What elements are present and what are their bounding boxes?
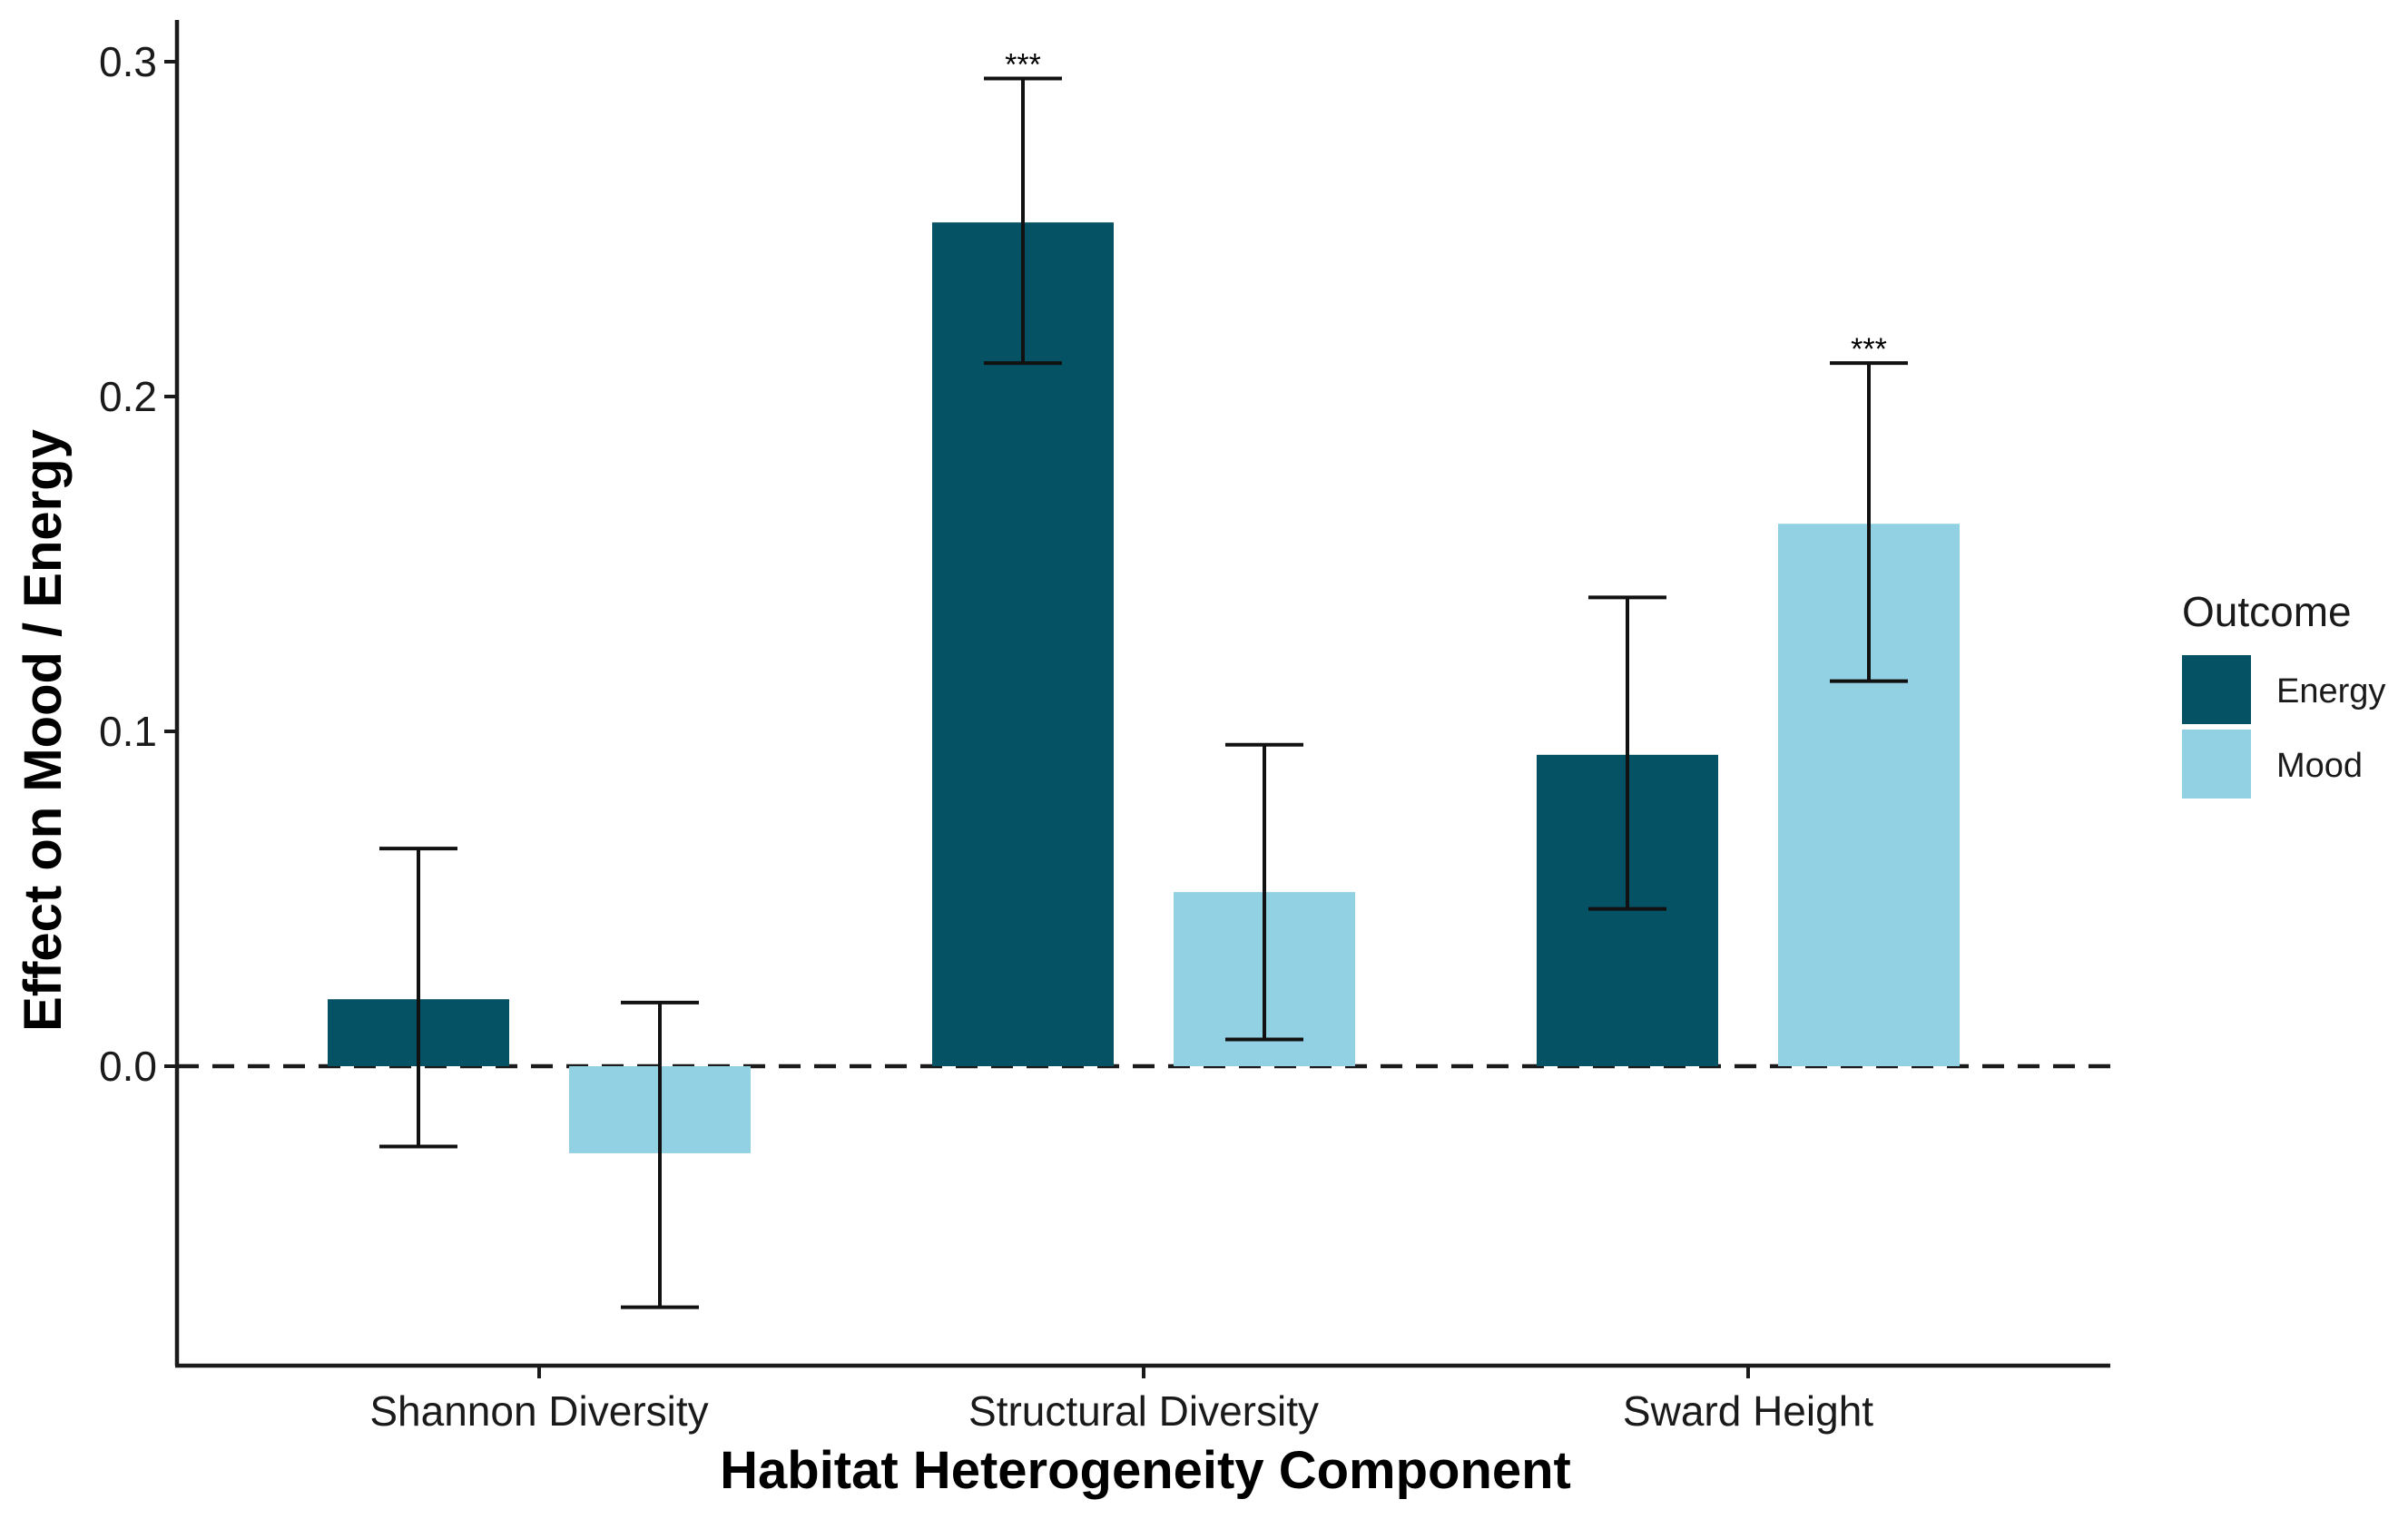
significance-label-mood-3: *** [1851, 332, 1887, 367]
legend-label-energy: Energy [2276, 672, 2385, 710]
legend-key-energy [2182, 655, 2251, 724]
legend-label-mood: Mood [2276, 747, 2363, 785]
y-tick-label-1: 0.1 [99, 708, 157, 755]
y-tick-label-2: 0.2 [99, 373, 157, 420]
y-tick-label-0: 0.0 [99, 1043, 157, 1090]
x-tick-label-2: Sward Height [1623, 1387, 1873, 1435]
x-tick-label-0: Shannon Diversity [369, 1387, 708, 1435]
significance-label-energy-2: *** [1005, 47, 1041, 82]
error-bar-energy-3 [1588, 595, 1666, 911]
legend: Outcome Energy Mood [2182, 588, 2385, 799]
legend-title: Outcome [2182, 588, 2352, 635]
y-tick-label-3: 0.3 [99, 38, 157, 85]
error-bar-mood-2 [1225, 742, 1303, 1042]
y-axis-title: Effect on Mood / Energy [14, 429, 73, 1032]
error-bar-mood-1 [621, 1000, 699, 1309]
error-bar-energy-2 [984, 76, 1062, 366]
error-bar-energy-1 [379, 847, 457, 1149]
x-axis-title: Habitat Heterogeneity Component [720, 1441, 1571, 1500]
x-tick-label-1: Structural Diversity [968, 1387, 1319, 1435]
error-bar-mood-3 [1830, 361, 1908, 683]
legend-key-mood [2182, 730, 2251, 799]
